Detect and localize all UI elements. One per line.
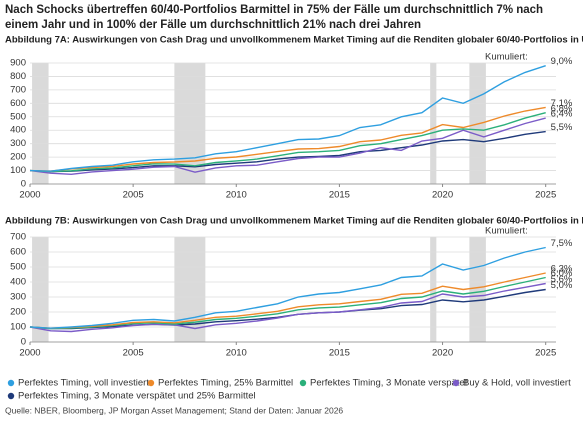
series-line <box>29 65 546 172</box>
end-label: 6,8% <box>551 103 573 114</box>
end-label: 5,5% <box>551 122 573 133</box>
x-tick-label: 2010 <box>226 190 247 201</box>
end-label: 5,6% <box>551 274 573 285</box>
legend-label: Perfektes Timing, 3 Monate verspätet und… <box>18 391 256 402</box>
series-line <box>29 282 546 333</box>
series-line <box>29 106 546 172</box>
y-tick-label: 100 <box>10 165 26 176</box>
end-label: 6,0% <box>551 268 573 279</box>
legend-marker <box>7 379 15 387</box>
recession-band <box>32 63 49 184</box>
x-tick-label: 2005 <box>123 348 144 359</box>
y-tick-label: 400 <box>10 277 26 288</box>
legend-label: Perfektes Timing, 25% Barmittel <box>158 378 293 389</box>
annotation: Kumuliert: <box>485 226 528 237</box>
chart-subtitle: Abbildung 7B: Auswirkungen von Cash Drag… <box>5 216 583 227</box>
y-tick-label: 300 <box>10 138 26 149</box>
legend-marker <box>147 379 155 387</box>
x-tick-label: 2015 <box>329 348 350 359</box>
series-line <box>29 246 546 329</box>
annotation: Kumuliert: <box>485 52 528 63</box>
end-label: 9,0% <box>551 56 573 67</box>
chart-subtitle: Abbildung 7A: Auswirkungen von Cash Drag… <box>5 35 583 46</box>
series-line <box>29 112 546 173</box>
y-tick-label: 0 <box>21 337 26 348</box>
source-note: Quelle: NBER, Bloomberg, JP Morgan Asset… <box>5 405 343 415</box>
x-tick-label: 2025 <box>535 348 556 359</box>
series-line <box>29 272 546 329</box>
x-tick-label: 2020 <box>432 190 453 201</box>
y-tick-label: 700 <box>10 232 26 243</box>
x-tick-label: 2015 <box>329 190 350 201</box>
y-tick-label: 100 <box>10 322 26 333</box>
series-line <box>29 117 546 176</box>
y-tick-label: 600 <box>10 98 26 109</box>
y-tick-label: 500 <box>10 111 26 122</box>
y-tick-label: 200 <box>10 152 26 163</box>
y-tick-label: 500 <box>10 262 26 273</box>
y-tick-label: 600 <box>10 247 26 258</box>
y-tick-label: 900 <box>10 58 26 69</box>
end-label: 7,1% <box>551 98 573 109</box>
end-label: 6,3% <box>551 264 573 275</box>
recession-band <box>430 63 437 184</box>
recession-band <box>469 237 486 342</box>
series-line <box>29 130 546 173</box>
y-tick-label: 0 <box>21 179 26 190</box>
end-label: 6,4% <box>551 109 573 120</box>
legend-label: Perfektes Timing, 3 Monate verspätet <box>310 378 468 389</box>
x-tick-label: 2010 <box>226 348 247 359</box>
page-title: Nach Schocks übertreffen 60/40-Portfolio… <box>5 4 544 31</box>
x-tick-label: 2000 <box>19 190 40 201</box>
y-tick-label: 200 <box>10 307 26 318</box>
legend-marker <box>299 379 307 387</box>
recession-band <box>32 237 49 342</box>
legend-label: Buy & Hold, voll investiert <box>463 378 571 389</box>
legend-label: Perfektes Timing, voll investiert <box>18 378 149 389</box>
x-tick-label: 2025 <box>535 190 556 201</box>
y-tick-label: 300 <box>10 292 26 303</box>
y-tick-label: 800 <box>10 71 26 82</box>
end-label: 5,0% <box>551 280 573 291</box>
x-tick-label: 2000 <box>19 348 40 359</box>
legend-marker <box>452 379 460 387</box>
series-line <box>29 276 546 330</box>
legend-marker <box>7 392 15 400</box>
y-tick-label: 400 <box>10 125 26 136</box>
x-tick-label: 2005 <box>123 190 144 201</box>
y-tick-label: 700 <box>10 84 26 95</box>
x-tick-label: 2020 <box>432 348 453 359</box>
end-label: 7,5% <box>551 238 573 249</box>
